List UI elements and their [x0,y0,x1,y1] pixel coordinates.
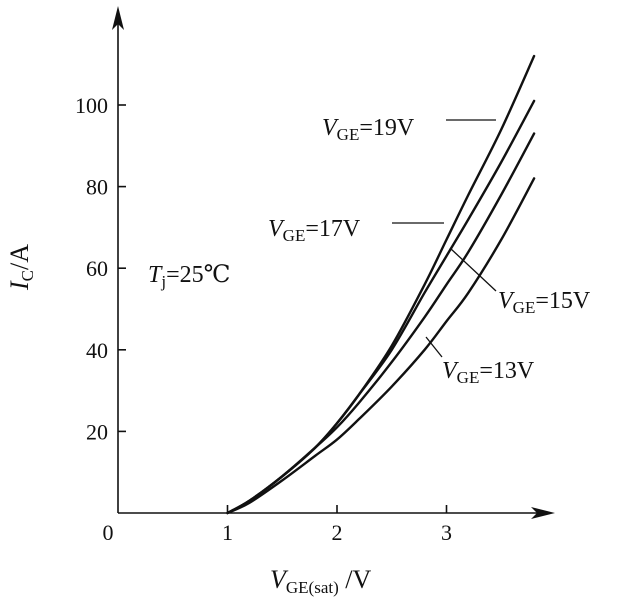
x-tick-label-3: 3 [441,520,452,545]
series-label-vge-15v: VGE=15V [498,288,591,317]
series-label-vge-17v: VGE=17V [268,216,361,245]
series-label-sub: GE [283,226,306,245]
series-label-vge-13v: VGE=13V [442,358,535,387]
y-axis-title-main: I [5,280,34,291]
temperature-annotation-main: T [148,262,163,288]
x-axis-title-main: V [270,565,289,594]
x-tick-label-0: 0 [103,520,114,545]
series-label-value: =15V [535,288,591,314]
temperature-annotation: Tj=25℃ [148,262,230,291]
y-tick-label-20: 20 [86,419,108,444]
y-axis-title-unit: /A [5,244,34,270]
series-label-value: =19V [359,115,415,141]
series-label-main: V [268,216,285,242]
series-label-value: =13V [479,358,535,384]
y-tick-label-60: 60 [86,256,108,281]
y-tick-label-100: 100 [75,93,108,118]
leader-line-vge-13v [425,336,443,358]
curve-vge-13v [226,177,536,515]
series-label-main: V [442,358,459,384]
series-label-value: =17V [305,216,361,242]
curve-vge-15v [226,132,536,515]
y-tick-label-80: 80 [86,175,108,200]
x-axis-arrow-icon [531,507,555,519]
series-label-sub: GE [513,298,536,317]
x-axis-title-unit: /V [339,565,372,594]
temperature-annotation-sub: j [160,272,166,291]
x-tick-label-1: 1 [222,520,233,545]
axes: 0 1 2 3 20 40 60 80 100 [75,6,555,545]
series-label-vge-19v: VGE=19V [322,115,415,144]
y-axis-title: IC/A [5,244,37,291]
series-label-main: V [498,288,515,314]
x-tick-label-2: 2 [332,520,343,545]
y-tick-label-40: 40 [86,338,108,363]
y-axis-title-sub: C [18,270,37,281]
series-label-main: V [322,115,339,141]
leader-line-vge-15v [449,247,497,292]
y-axis-arrow-icon [112,6,124,30]
labels: VGE(sat) /VIC/ATj=25℃VGE=19VVGE=17VVGE=1… [5,115,591,597]
series-label-sub: GE [457,368,480,387]
curves [226,54,536,515]
series-label-sub: GE [337,125,360,144]
curve-vge-17v [226,99,536,515]
x-axis-title-sub: GE(sat) [286,578,339,597]
x-axis-title: VGE(sat) /V [270,565,371,597]
temperature-annotation-value: =25℃ [166,262,230,288]
